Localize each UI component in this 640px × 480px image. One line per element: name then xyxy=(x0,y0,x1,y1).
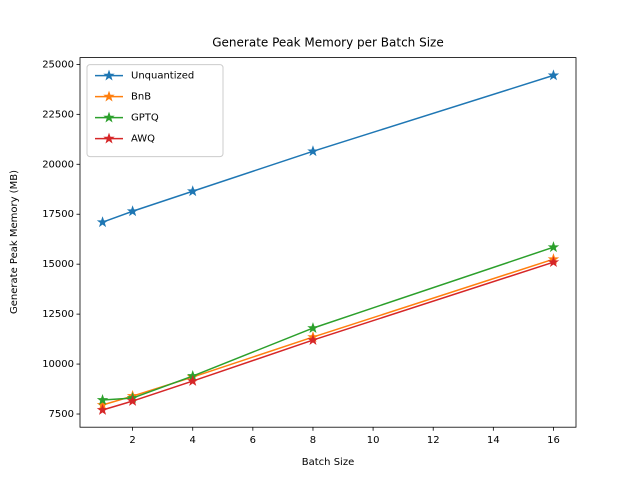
chart-title: Generate Peak Memory per Batch Size xyxy=(212,36,443,50)
data-point xyxy=(547,256,560,268)
y-tick-label: 22500 xyxy=(42,109,74,120)
legend-marker xyxy=(103,90,115,102)
y-axis-label: Generate Peak Memory (MB) xyxy=(9,170,20,314)
y-tick-label: 25000 xyxy=(42,59,74,70)
data-point xyxy=(96,394,109,405)
x-tick-label: 16 xyxy=(547,435,560,446)
data-point xyxy=(126,205,139,217)
data-point xyxy=(96,216,109,228)
y-tick-label: 15000 xyxy=(42,259,74,270)
legend-label: GPTQ xyxy=(131,113,159,124)
data-point xyxy=(547,241,560,253)
legend-marker xyxy=(103,69,115,81)
data-point xyxy=(307,145,319,157)
legend-label: AWQ xyxy=(131,134,155,145)
data-point xyxy=(187,375,199,386)
legend-marker xyxy=(103,111,115,123)
y-tick-label: 20000 xyxy=(42,159,74,170)
x-tick-label: 2 xyxy=(129,435,135,446)
y-tick-label: 17500 xyxy=(42,209,74,220)
x-tick-label: 12 xyxy=(427,435,440,446)
data-point xyxy=(307,322,319,333)
x-axis-label: Batch Size xyxy=(302,457,354,468)
y-tick-label: 10000 xyxy=(42,359,74,370)
data-point xyxy=(126,395,139,406)
y-tick-label: 12500 xyxy=(42,309,74,320)
x-tick-label: 4 xyxy=(190,435,196,446)
y-tick-label: 7500 xyxy=(49,409,74,420)
legend-label: BnB xyxy=(131,92,151,103)
x-tick-label: 10 xyxy=(367,435,380,446)
plot-frame xyxy=(79,57,577,428)
data-point xyxy=(547,69,560,81)
data-point xyxy=(96,403,109,415)
data-point xyxy=(186,185,199,197)
x-tick-label: 6 xyxy=(250,435,256,446)
data-point xyxy=(307,334,319,345)
legend-label: Unquantized xyxy=(131,71,194,82)
legend-box xyxy=(86,64,224,158)
x-tick-label: 14 xyxy=(487,435,500,446)
legend-marker xyxy=(103,132,115,144)
x-tick-label: 8 xyxy=(310,435,316,446)
